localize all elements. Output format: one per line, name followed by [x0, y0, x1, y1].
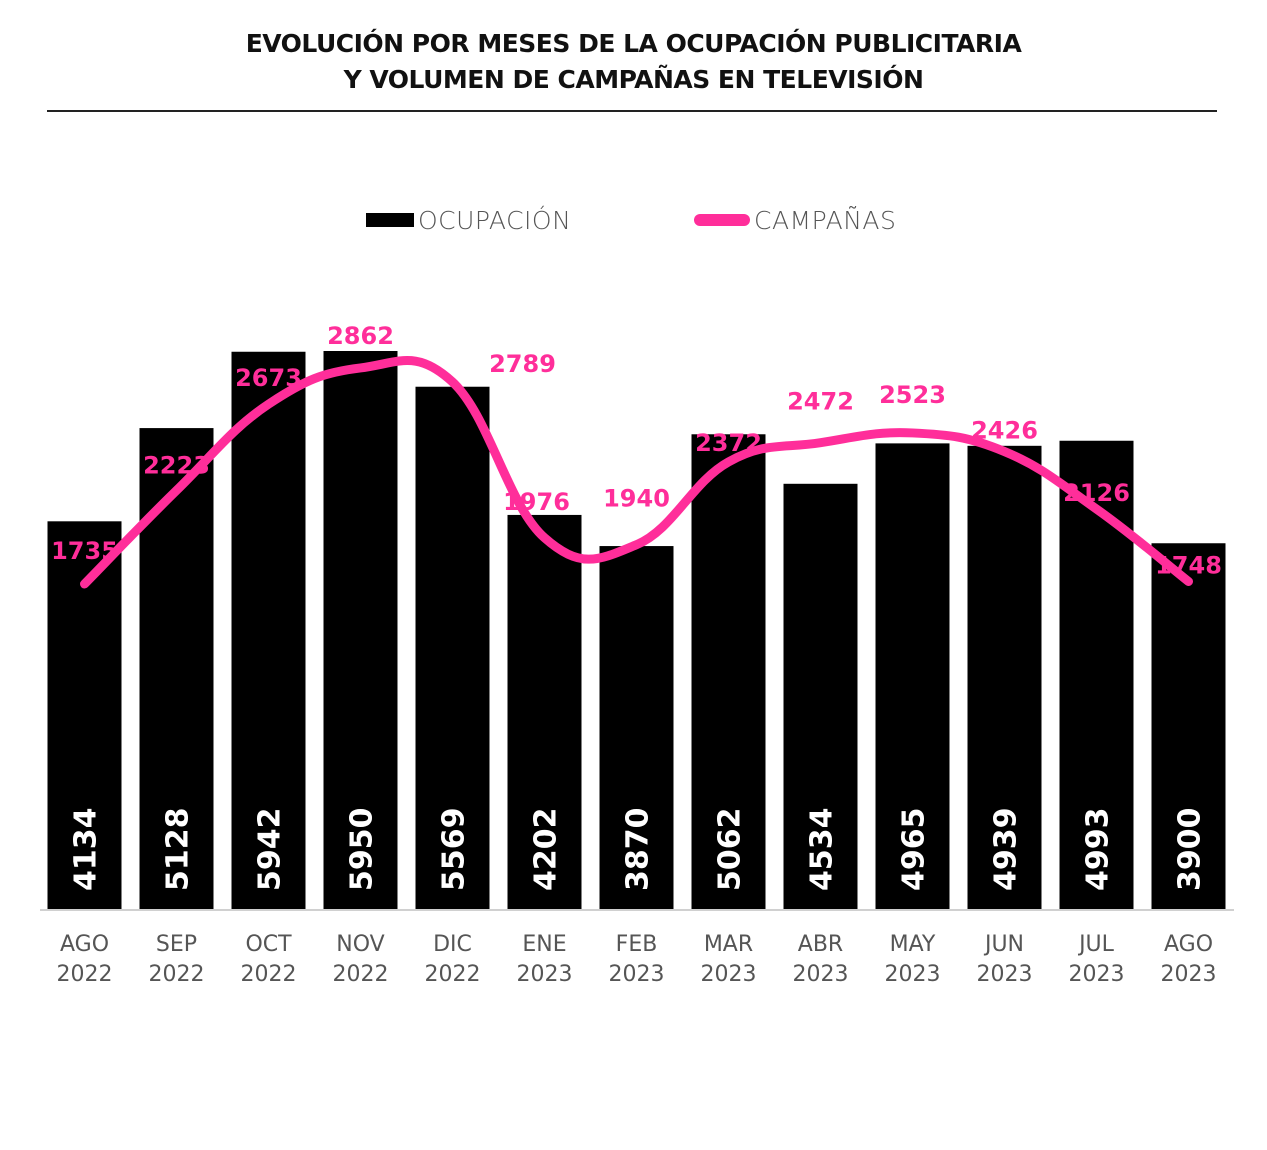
bar — [875, 443, 950, 909]
x-tick-label-year: 2022 — [149, 962, 205, 987]
line-series-campanas — [80, 356, 1193, 589]
x-tick-label-year: 2023 — [701, 962, 757, 987]
bar — [1151, 543, 1226, 909]
x-tick-label-month: NOV — [336, 932, 384, 957]
bar-value-label: 5569 — [437, 808, 472, 892]
legend-line-swatch-icon — [694, 214, 750, 226]
bar-value-label: 5950 — [345, 808, 380, 892]
x-tick-label-year: 2022 — [425, 962, 481, 987]
bar-value-label: 4965 — [897, 808, 932, 892]
bar-value-label: 5942 — [253, 808, 288, 892]
bar — [599, 546, 674, 909]
chart-title-line-2: Y VOLUMEN DE CAMPAÑAS EN TELEVISIÓN — [343, 65, 924, 94]
x-tick-label-year: 2023 — [609, 962, 665, 987]
bar-value-label: 4202 — [529, 808, 564, 892]
x-tick-label-month: DIC — [433, 932, 472, 957]
legend: OCUPACIÓN CAMPAÑAS — [0, 200, 1267, 240]
x-tick-label-year: 2023 — [517, 962, 573, 987]
x-tick-label-year: 2023 — [1161, 962, 1217, 987]
bar-value-label: 3900 — [1173, 808, 1208, 892]
bar — [415, 386, 490, 910]
x-tick-label-month: SEP — [156, 932, 197, 957]
x-tick-label-year: 2023 — [793, 962, 849, 987]
bar-value-label: 4993 — [1081, 808, 1116, 892]
x-tick-label-year: 2022 — [241, 962, 297, 987]
bar-value-label: 4534 — [805, 808, 840, 892]
bar-series-ocupacion — [47, 351, 1226, 910]
bar — [691, 434, 766, 909]
x-tick-label-year: 2023 — [977, 962, 1033, 987]
line-value-label: 2789 — [489, 350, 556, 378]
x-tick-label-month: ENE — [522, 932, 566, 957]
bar — [507, 514, 582, 909]
bar-value-label: 5062 — [713, 808, 748, 892]
legend-label-ocupacion: OCUPACIÓN — [418, 205, 572, 235]
x-tick-label-month: OCT — [245, 932, 292, 957]
bar — [231, 351, 306, 909]
x-tick-label-month: JUN — [983, 932, 1024, 957]
title-divider — [47, 110, 1217, 112]
bar — [783, 483, 858, 909]
bar — [967, 445, 1042, 909]
bar-value-label: 5128 — [161, 808, 196, 892]
legend-bar-swatch-icon — [366, 213, 414, 227]
x-tick-label-year: 2023 — [1069, 962, 1125, 987]
x-tick-label-month: AGO — [60, 932, 109, 957]
bar-value-label: 4134 — [69, 808, 104, 892]
legend-item-campanas: CAMPAÑAS — [694, 200, 896, 240]
line-value-label: 2472 — [787, 388, 854, 416]
x-tick-label-month: AGO — [1164, 932, 1213, 957]
x-tick-label-month: ABR — [798, 932, 843, 957]
bar — [323, 351, 398, 909]
legend-label-campanas: CAMPAÑAS — [754, 205, 897, 235]
line-value-label: 2862 — [327, 322, 394, 350]
bar-value-labels: 4134 5128 5942 5950 5569 4202 3870 5062 4534 4965… — [69, 808, 1208, 892]
bar-value-label: 3870 — [621, 808, 656, 892]
x-tick-label-year: 2022 — [333, 962, 389, 987]
x-tick-label-year: 2022 — [57, 962, 113, 987]
line-value-label: 2523 — [879, 381, 946, 409]
bar — [139, 428, 214, 909]
legend-item-ocupacion: OCUPACIÓN — [366, 200, 571, 240]
chart-title: EVOLUCIÓN POR MESES DE LA OCUPACIÓN PUBL… — [0, 26, 1267, 98]
x-tick-label-month: FEB — [616, 932, 658, 957]
line-value-label: 1940 — [603, 485, 670, 513]
bar-value-label: 4939 — [989, 808, 1024, 892]
x-tick-label-month: MAY — [890, 932, 936, 957]
chart-title-line-1: EVOLUCIÓN POR MESES DE LA OCUPACIÓN PUBL… — [245, 29, 1022, 58]
x-axis-labels: AGO 2022 SEP 2022 OCT 2022 NOV 2022 DIC 2022 ENE 20… — [57, 932, 1217, 987]
x-tick-label-year: 2023 — [885, 962, 941, 987]
bar — [1059, 440, 1134, 909]
x-tick-label-month: MAR — [704, 932, 753, 957]
x-tick-label-month: JUL — [1077, 932, 1115, 957]
